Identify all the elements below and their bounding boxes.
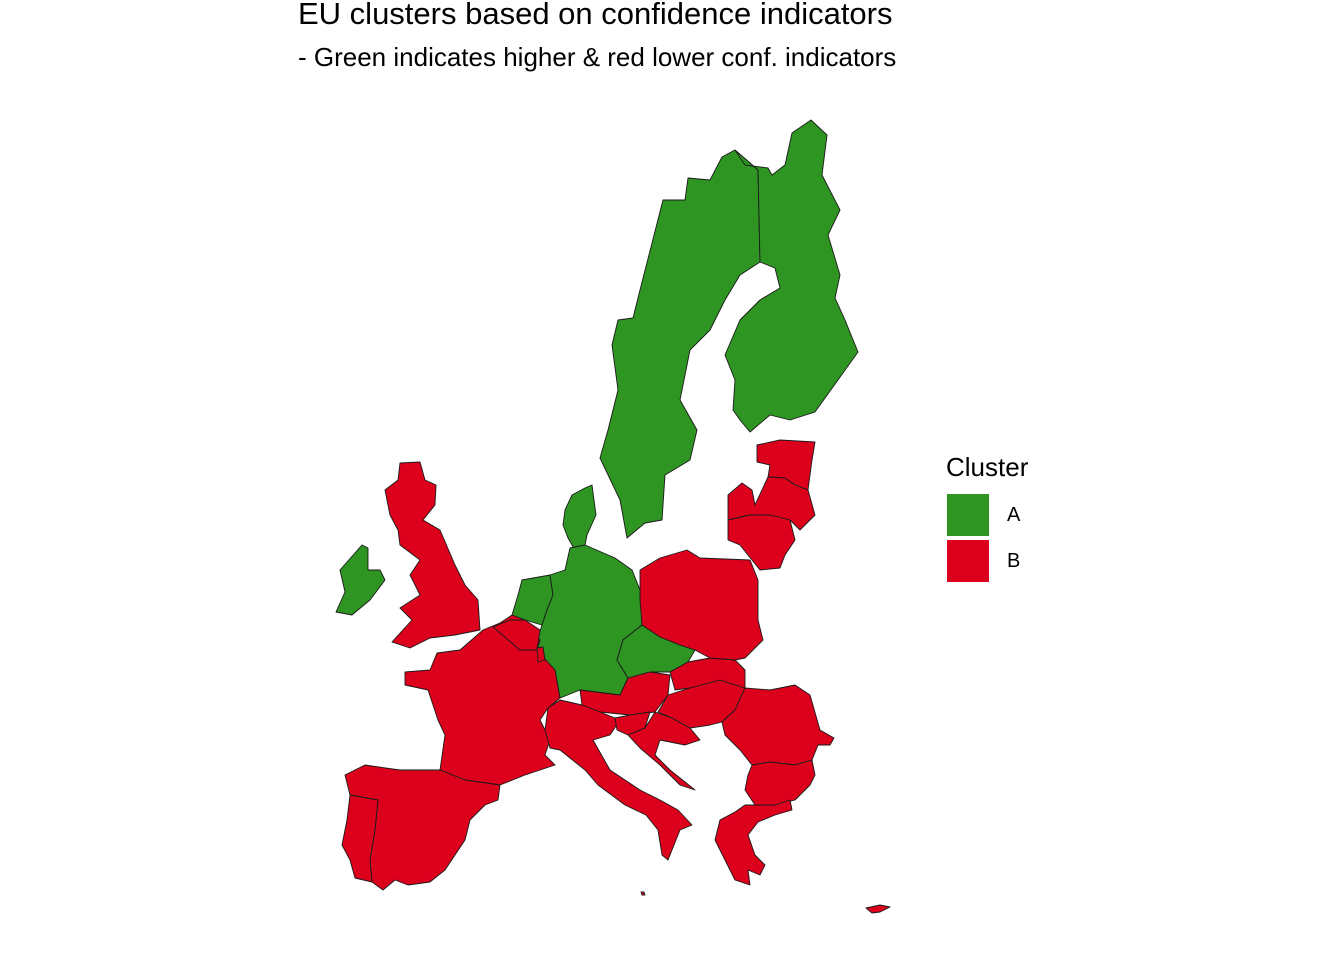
country-bulgaria <box>744 759 816 806</box>
legend: Cluster A B <box>946 452 1028 584</box>
country-cyprus <box>865 904 891 914</box>
country-croatia <box>627 711 701 791</box>
country-denmark <box>562 484 597 551</box>
legend-swatch-a <box>946 493 990 537</box>
country-lithuania <box>727 514 796 571</box>
country-united-kingdom <box>384 461 481 649</box>
country-finland <box>724 119 859 433</box>
legend-title: Cluster <box>946 452 1029 482</box>
country-ireland <box>335 544 386 616</box>
legend-swatch-b <box>946 539 990 583</box>
country-greece <box>714 799 793 886</box>
legend-label-b: B <box>1007 549 1021 572</box>
country-belgium <box>492 619 541 651</box>
country-poland <box>639 549 764 661</box>
map-subtitle: - Green indicates higher & red lower con… <box>298 42 897 72</box>
map-title: EU clusters based on confidence indicato… <box>298 0 893 31</box>
legend-label-a: A <box>1007 503 1021 526</box>
country-sweden <box>599 149 761 539</box>
country-france <box>404 614 561 786</box>
legend-item-b: B <box>946 538 1028 584</box>
legend-item-a: A <box>946 492 1028 538</box>
country-luxembourg <box>536 646 546 663</box>
country-slovakia <box>669 657 746 691</box>
country-malta <box>640 891 646 896</box>
country-portugal <box>341 794 379 883</box>
